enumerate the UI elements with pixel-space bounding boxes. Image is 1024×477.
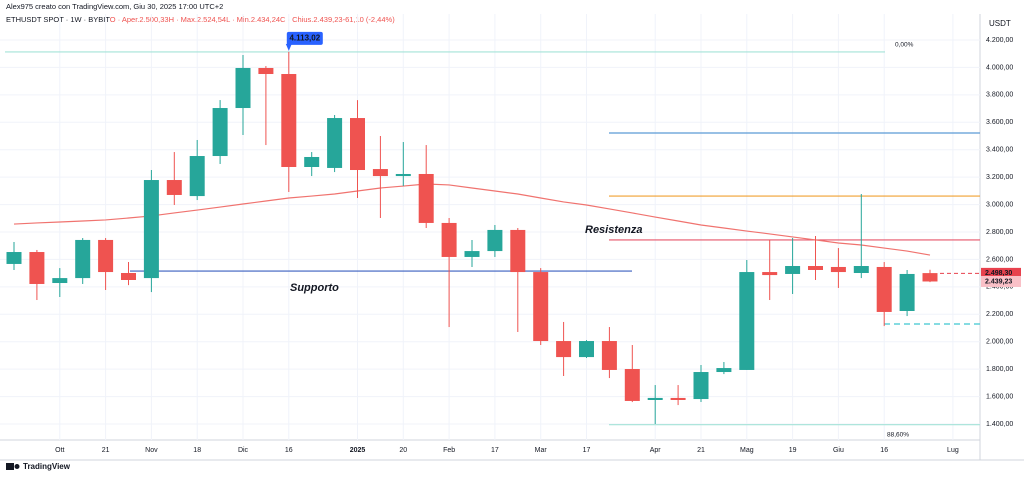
y-tick-label: 3.800,00: [986, 92, 1013, 99]
y-tick-label: 3.400,00: [986, 147, 1013, 154]
candle-body: [579, 341, 594, 358]
annotation-label: 4.113,02: [289, 34, 320, 43]
candle-body: [647, 397, 663, 400]
candle-body: [830, 266, 846, 273]
price-tag: [981, 275, 1021, 287]
candle-body: [29, 252, 45, 284]
x-tick-label: 21: [102, 447, 110, 454]
annotation-box: [286, 31, 323, 45]
candle-body: [258, 67, 274, 75]
candle-body: [143, 180, 159, 279]
x-tick-label: Ott: [55, 447, 64, 454]
x-tick-label: 2025: [350, 447, 366, 454]
price-tag: [981, 267, 1021, 279]
candle-body: [601, 341, 617, 370]
candle-body: [281, 74, 297, 167]
candle-body: [327, 118, 343, 168]
candle-body: [487, 229, 503, 252]
candle-body: [853, 266, 869, 274]
x-tick-label: Dic: [238, 447, 249, 454]
x-tick-label: Lug: [947, 447, 959, 454]
candle-body: [418, 173, 434, 223]
candle-body: [808, 266, 823, 270]
level-label: Supporto: [290, 282, 339, 294]
logo: [6, 463, 20, 470]
candle-body: [52, 278, 68, 284]
candle-body: [372, 169, 388, 177]
candle-body: [75, 239, 91, 279]
candle-body: [739, 272, 755, 370]
y-axis-label: USDT: [989, 19, 1011, 28]
candle-body: [762, 272, 778, 276]
annotation-pointer: [285, 43, 292, 51]
candle-body: [464, 251, 480, 257]
header-field: ETHUSDT SPOT · 1W · BYBIT: [6, 15, 110, 24]
x-tick-label: Apr: [650, 447, 662, 454]
y-tick-label: 3.200,00: [986, 174, 1013, 181]
candle-body: [922, 273, 938, 282]
candle-body: [556, 341, 572, 358]
y-tick-label: 4.200,00: [986, 37, 1013, 44]
header-field: O · Aper.2.500,33: [110, 15, 169, 24]
level-label: 0,00%: [895, 42, 914, 49]
y-tick-label: 2.800,00: [986, 229, 1013, 236]
candle-body: [350, 118, 365, 171]
y-tick-label: 2.400,00: [986, 284, 1013, 291]
x-tick-label: 20: [399, 447, 407, 454]
y-tick-label: 3.000,00: [986, 201, 1013, 208]
level-label: 88,60%: [887, 431, 909, 438]
candle-body: [716, 368, 732, 373]
x-tick-label: Feb: [443, 447, 455, 454]
header-field: L · Min.2.434,24: [226, 15, 280, 24]
price-tag-label: 2.439,23: [985, 278, 1012, 285]
y-tick-label: 1.600,00: [986, 393, 1013, 400]
candle-body: [98, 239, 114, 273]
y-tick-label: 1.400,00: [986, 421, 1013, 428]
x-tick-label: 18: [193, 447, 201, 454]
x-tick-label: 17: [491, 447, 499, 454]
x-tick-label: Mar: [535, 447, 548, 454]
y-tick-label: 3.600,00: [986, 119, 1013, 126]
candle-body: [441, 222, 457, 257]
candle-body: [785, 266, 801, 274]
x-tick-label: 19: [789, 447, 797, 454]
moving-average: [13, 183, 931, 256]
brand: TradingView: [23, 462, 71, 471]
candle-body: [166, 180, 182, 195]
x-tick-label: 16: [285, 447, 293, 454]
candle-body: [899, 273, 915, 311]
candle-body: [189, 156, 205, 197]
candle-body: [121, 273, 136, 280]
level-label: Resistenza: [585, 224, 642, 236]
y-tick-label: 1.800,00: [986, 366, 1013, 373]
candle-body: [624, 369, 640, 401]
x-tick-label: 16: [880, 447, 888, 454]
candle-body: [693, 372, 709, 400]
candle-body: [6, 252, 22, 264]
candle-body: [395, 173, 411, 177]
header-field: -61,10 (-2,44%): [343, 15, 396, 24]
y-tick-label: 2.000,00: [986, 339, 1013, 346]
y-tick-label: 2.600,00: [986, 256, 1013, 263]
candle-body: [212, 108, 228, 157]
header-field: C · Chius.2.439,23: [280, 15, 343, 24]
header-line: Alex975 creato con TradingView.com, Giu …: [6, 2, 223, 11]
x-tick-label: 21: [697, 447, 705, 454]
candle-body: [304, 156, 320, 167]
candle-body: [235, 67, 251, 109]
x-tick-label: Giu: [833, 447, 844, 454]
candle-body: [533, 272, 549, 342]
x-tick-label: 17: [583, 447, 591, 454]
y-tick-label: 4.000,00: [986, 64, 1013, 71]
price-tag-label: 2.498,30: [985, 270, 1012, 277]
header-line: ETHUSDT SPOT · 1W · BYBITO · Aper.2.500,…: [6, 15, 395, 24]
candle-body: [670, 397, 686, 400]
x-tick-label: Nov: [145, 447, 158, 454]
candle-body: [876, 266, 892, 312]
x-tick-label: Mag: [740, 447, 754, 454]
candle-body: [510, 229, 526, 273]
y-tick-label: 2.200,00: [986, 311, 1013, 318]
